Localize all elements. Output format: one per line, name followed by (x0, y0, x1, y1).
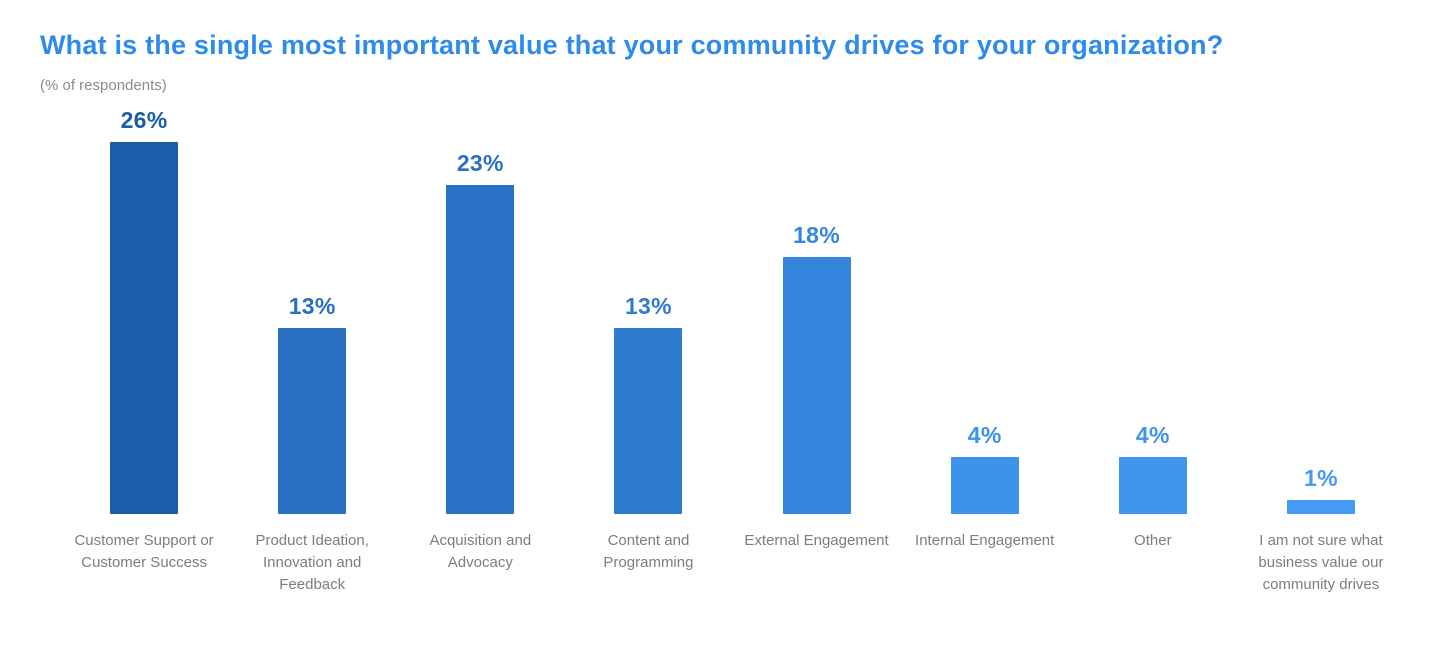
bar-category-label: External Engagement (744, 532, 889, 549)
bar-column: 4% Internal Engagement (901, 102, 1069, 610)
bar-value-label: 13% (288, 293, 336, 319)
bar-category-label: Internal Engagement (915, 532, 1055, 549)
bar-category-label: Product Ideation, Innovation and Feedbac… (255, 532, 369, 593)
bar-column: 18% External Engagement (733, 102, 901, 610)
bar-column: 23% Acquisition and Advocacy (396, 102, 564, 610)
bar-category-label: I am not sure what business value our co… (1258, 532, 1384, 593)
bar-column: 4% Other (1069, 102, 1237, 610)
bar-value-label: 23% (456, 150, 504, 176)
bar-category-label: Other (1134, 532, 1172, 549)
bar (614, 328, 683, 514)
bar (110, 142, 179, 514)
bar (278, 328, 347, 514)
bar-category-label: Acquisition and Advocacy (429, 532, 532, 571)
bar-value-label: 18% (793, 222, 841, 248)
bar-column: 13% Content and Programming (564, 102, 732, 610)
bar-value-label: 4% (1135, 422, 1170, 448)
bar (446, 185, 515, 514)
bar-column: 1% I am not sure what business value our … (1237, 102, 1405, 610)
bar (950, 457, 1019, 514)
chart-title: What is the single most important value … (40, 30, 1224, 60)
bar (782, 257, 851, 514)
bar-column: 26% Customer Support or Customer Success (60, 102, 228, 610)
chart-subtitle: (% of respondents) (40, 77, 167, 94)
bar-column: 13% Product Ideation, Innovation and Feed… (228, 102, 396, 610)
bar-category-label: Customer Support or Customer Success (74, 532, 214, 571)
bar-category-label: Content and Programming (603, 532, 694, 571)
bar (1286, 500, 1355, 514)
bar-value-label: 4% (967, 422, 1002, 448)
bar-value-label: 1% (1304, 465, 1338, 491)
bar-value-label: 26% (120, 107, 168, 133)
bar-value-label: 13% (624, 293, 672, 319)
bar-chart: 26% Customer Support or Customer Success 1… (60, 102, 1405, 610)
bar (1118, 457, 1187, 514)
